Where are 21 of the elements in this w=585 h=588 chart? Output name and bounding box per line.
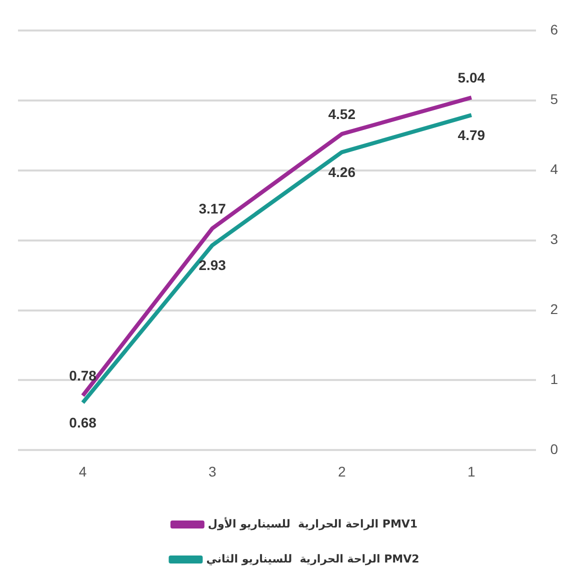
x-tick-label: 1 xyxy=(468,463,476,480)
x-tick-label: 3 xyxy=(208,463,216,480)
data-label: 5.04 xyxy=(458,69,486,86)
data-label: 4.26 xyxy=(328,164,356,180)
y-tick-label: 4 xyxy=(550,161,558,178)
x-tick-label: 4 xyxy=(78,463,87,480)
x-tick-label: 2 xyxy=(338,463,346,480)
data-label: 0.68 xyxy=(69,414,97,430)
data-label: 2.93 xyxy=(198,257,226,274)
legend-label: الراحة الحرارية للسيناريو الثاني PMV2 xyxy=(206,552,420,566)
y-tick-label: 5 xyxy=(550,91,558,108)
data-label: 4.79 xyxy=(458,126,486,143)
y-tick-label: 2 xyxy=(550,301,558,318)
data-label: 3.17 xyxy=(198,200,226,216)
y-tick-label: 6 xyxy=(550,21,558,38)
y-tick-label: 3 xyxy=(550,231,558,248)
y-tick-label: 1 xyxy=(550,371,558,388)
data-label: 0.78 xyxy=(69,367,97,384)
legend-label: الراحة الحرارية للسيناريو الأول PMV1 xyxy=(208,516,418,530)
y-tick-label: 0 xyxy=(550,441,558,458)
data-label: 4.52 xyxy=(328,106,356,122)
